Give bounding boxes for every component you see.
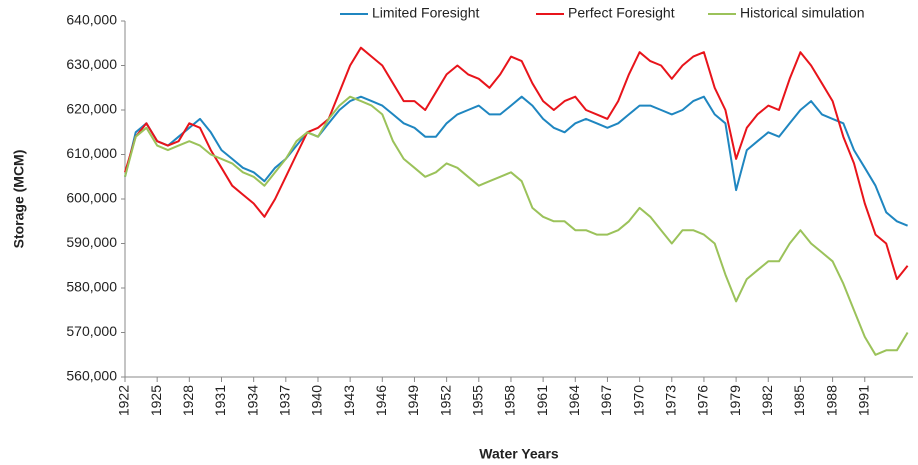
x-tick-label: 1970 bbox=[630, 385, 646, 416]
x-tick-label: 1967 bbox=[598, 385, 614, 416]
x-tick-label: 1922 bbox=[116, 385, 132, 416]
y-tick-label: 590,000 bbox=[66, 234, 117, 250]
series-line bbox=[124, 95, 908, 227]
y-tick-label: 600,000 bbox=[66, 190, 117, 206]
series-line bbox=[124, 46, 909, 281]
x-axis-title: Water Years bbox=[479, 446, 559, 462]
x-tick-label: 1925 bbox=[148, 385, 164, 416]
x-tick-label: 1952 bbox=[437, 385, 453, 416]
x-tick-label: 1931 bbox=[212, 385, 228, 416]
x-tick-label: 1937 bbox=[277, 385, 293, 416]
x-tick-label: 1985 bbox=[791, 385, 807, 416]
series-line bbox=[124, 95, 909, 356]
y-tick-label: 640,000 bbox=[66, 12, 117, 28]
legend-label: Historical simulation bbox=[740, 5, 864, 21]
x-tick-label: 1943 bbox=[341, 385, 357, 416]
y-tick-label: 610,000 bbox=[66, 145, 117, 161]
y-tick-label: 570,000 bbox=[66, 323, 117, 339]
y-axis-title: Storage (MCM) bbox=[11, 150, 27, 249]
legend-label: Limited Foresight bbox=[372, 5, 479, 21]
x-tick-label: 1940 bbox=[309, 385, 325, 416]
x-tick-label: 1991 bbox=[855, 385, 871, 416]
y-tick-label: 580,000 bbox=[66, 279, 117, 295]
y-tick-label: 620,000 bbox=[66, 101, 117, 117]
x-tick-label: 1973 bbox=[662, 385, 678, 416]
y-tick-label: 560,000 bbox=[66, 368, 117, 384]
x-tick-label: 1955 bbox=[469, 385, 485, 416]
x-tick-label: 1982 bbox=[759, 385, 775, 416]
x-tick-label: 1949 bbox=[405, 385, 421, 416]
legend-label: Perfect Foresight bbox=[568, 5, 675, 21]
y-tick-label: 630,000 bbox=[66, 56, 117, 72]
x-tick-label: 1976 bbox=[695, 385, 711, 416]
x-tick-label: 1979 bbox=[727, 385, 743, 416]
x-tick-label: 1934 bbox=[244, 385, 260, 416]
x-tick-label: 1958 bbox=[502, 385, 518, 416]
x-tick-label: 1928 bbox=[180, 385, 196, 416]
x-tick-label: 1988 bbox=[823, 385, 839, 416]
x-tick-label: 1946 bbox=[373, 385, 389, 416]
x-tick-label: 1961 bbox=[534, 385, 550, 416]
x-tick-label: 1964 bbox=[566, 385, 582, 416]
